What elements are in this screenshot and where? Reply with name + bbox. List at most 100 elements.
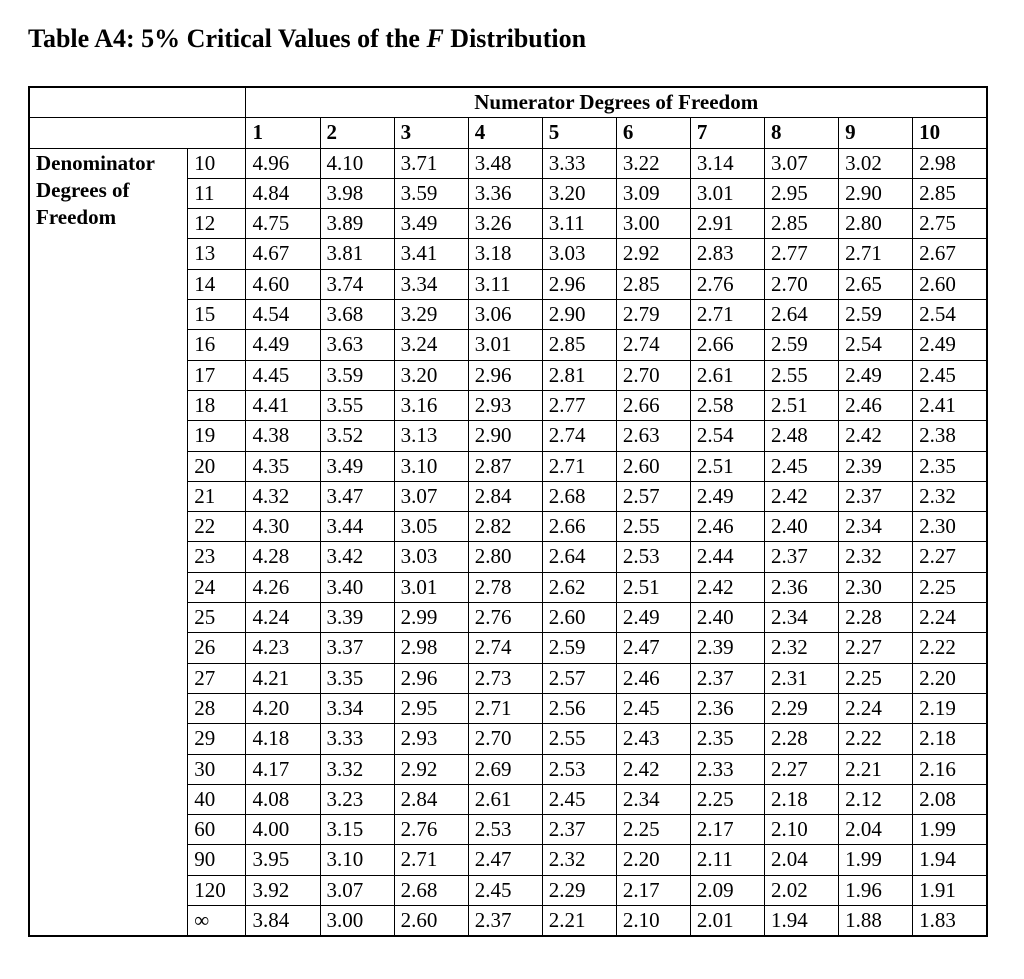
- value-cell: 3.49: [320, 451, 394, 481]
- denominator-stub-label: DenominatorDegrees ofFreedom: [29, 148, 188, 936]
- value-cell: 1.99: [839, 845, 913, 875]
- value-cell: 2.41: [913, 390, 987, 420]
- value-cell: 2.59: [839, 300, 913, 330]
- value-cell: 2.11: [690, 845, 764, 875]
- numerator-spanner: Numerator Degrees of Freedom: [246, 87, 987, 118]
- value-cell: 2.08: [913, 784, 987, 814]
- value-cell: 4.08: [246, 784, 320, 814]
- value-cell: 2.34: [839, 512, 913, 542]
- value-cell: 2.25: [839, 663, 913, 693]
- value-cell: 2.25: [913, 572, 987, 602]
- value-cell: 3.84: [246, 906, 320, 937]
- value-cell: 2.77: [765, 239, 839, 269]
- value-cell: 3.35: [320, 663, 394, 693]
- value-cell: 2.71: [839, 239, 913, 269]
- value-cell: 2.73: [468, 663, 542, 693]
- title-prefix: Table A4: 5% Critical Values of the: [28, 24, 426, 53]
- value-cell: 4.20: [246, 693, 320, 723]
- value-cell: 2.93: [394, 724, 468, 754]
- value-cell: 2.76: [468, 603, 542, 633]
- value-cell: 3.98: [320, 178, 394, 208]
- value-cell: 2.95: [394, 693, 468, 723]
- value-cell: 2.48: [765, 421, 839, 451]
- value-cell: 2.87: [468, 451, 542, 481]
- value-cell: 2.76: [690, 269, 764, 299]
- value-cell: 3.26: [468, 209, 542, 239]
- col-header: 10: [913, 118, 987, 148]
- value-cell: 2.17: [616, 875, 690, 905]
- value-cell: 3.07: [765, 148, 839, 178]
- value-cell: 3.10: [320, 845, 394, 875]
- value-cell: 4.00: [246, 815, 320, 845]
- value-cell: 2.33: [690, 754, 764, 784]
- value-cell: 2.49: [616, 603, 690, 633]
- value-cell: 2.51: [690, 451, 764, 481]
- value-cell: 3.37: [320, 633, 394, 663]
- value-cell: 2.35: [913, 451, 987, 481]
- value-cell: 3.24: [394, 330, 468, 360]
- value-cell: 3.52: [320, 421, 394, 451]
- value-cell: 2.84: [468, 481, 542, 511]
- value-cell: 3.42: [320, 542, 394, 572]
- value-cell: 2.71: [690, 300, 764, 330]
- value-cell: 4.35: [246, 451, 320, 481]
- value-cell: 2.92: [616, 239, 690, 269]
- value-cell: 4.24: [246, 603, 320, 633]
- row-header: 60: [188, 815, 246, 845]
- table-title: Table A4: 5% Critical Values of the F Di…: [28, 24, 996, 54]
- value-cell: 2.39: [690, 633, 764, 663]
- value-cell: 4.67: [246, 239, 320, 269]
- value-cell: 2.42: [765, 481, 839, 511]
- value-cell: 2.62: [542, 572, 616, 602]
- value-cell: 2.46: [616, 663, 690, 693]
- value-cell: 4.75: [246, 209, 320, 239]
- value-cell: 3.20: [394, 360, 468, 390]
- value-cell: 2.40: [690, 603, 764, 633]
- col-header: 3: [394, 118, 468, 148]
- value-cell: 2.54: [839, 330, 913, 360]
- row-header: 19: [188, 421, 246, 451]
- value-cell: 2.85: [542, 330, 616, 360]
- value-cell: 3.48: [468, 148, 542, 178]
- value-cell: 2.45: [765, 451, 839, 481]
- value-cell: 2.64: [542, 542, 616, 572]
- row-header: 29: [188, 724, 246, 754]
- value-cell: 2.28: [839, 603, 913, 633]
- value-cell: 3.41: [394, 239, 468, 269]
- value-cell: 2.29: [542, 875, 616, 905]
- value-cell: 2.24: [913, 603, 987, 633]
- value-cell: 3.71: [394, 148, 468, 178]
- col-header: 5: [542, 118, 616, 148]
- col-header: 1: [246, 118, 320, 148]
- value-cell: 3.55: [320, 390, 394, 420]
- value-cell: 2.64: [765, 300, 839, 330]
- value-cell: 3.23: [320, 784, 394, 814]
- value-cell: 2.37: [542, 815, 616, 845]
- value-cell: 2.46: [690, 512, 764, 542]
- value-cell: 2.59: [765, 330, 839, 360]
- value-cell: 2.80: [839, 209, 913, 239]
- value-cell: 3.05: [394, 512, 468, 542]
- value-cell: 3.06: [468, 300, 542, 330]
- value-cell: 2.85: [616, 269, 690, 299]
- value-cell: 3.63: [320, 330, 394, 360]
- value-cell: 2.71: [394, 845, 468, 875]
- value-cell: 2.60: [542, 603, 616, 633]
- value-cell: 3.18: [468, 239, 542, 269]
- value-cell: 2.60: [394, 906, 468, 937]
- value-cell: 2.69: [468, 754, 542, 784]
- value-cell: 2.66: [616, 390, 690, 420]
- value-cell: 4.17: [246, 754, 320, 784]
- value-cell: 2.32: [765, 633, 839, 663]
- value-cell: 3.01: [690, 178, 764, 208]
- row-header: 23: [188, 542, 246, 572]
- value-cell: 2.70: [468, 724, 542, 754]
- title-suffix: Distribution: [444, 24, 586, 53]
- value-cell: 2.84: [394, 784, 468, 814]
- value-cell: 2.90: [839, 178, 913, 208]
- value-cell: 2.42: [839, 421, 913, 451]
- value-cell: 2.68: [394, 875, 468, 905]
- value-cell: 2.22: [839, 724, 913, 754]
- col-header: 8: [765, 118, 839, 148]
- value-cell: 2.74: [542, 421, 616, 451]
